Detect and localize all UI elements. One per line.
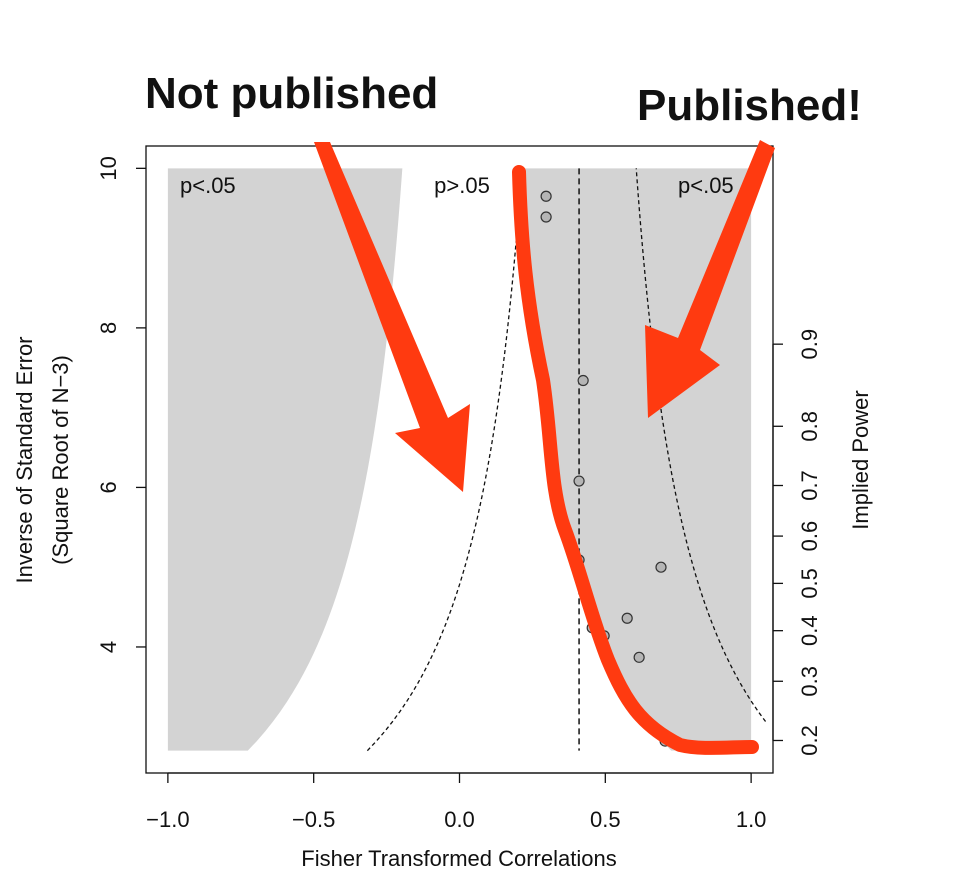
y2-tick-label: 0.4	[797, 615, 822, 646]
y2-tick-label: 0.3	[797, 666, 822, 697]
region-label: p<.05	[180, 173, 236, 198]
data-point	[540, 190, 552, 202]
y2-tick-label: 0.2	[797, 725, 822, 756]
annotation: Published!	[637, 81, 862, 130]
annotation: Not published	[145, 69, 438, 118]
y2-tick-label: 0.5	[797, 568, 822, 599]
data-point	[573, 475, 585, 487]
y-tick-label: 6	[96, 481, 121, 493]
x-tick-label: 0.5	[590, 807, 621, 832]
funnel-line	[635, 168, 767, 722]
y-tick-label: 8	[96, 322, 121, 334]
significance-region	[167, 168, 403, 751]
data-point	[540, 211, 552, 223]
region-label: p<.05	[678, 173, 734, 198]
y-axis-title: (Square Root of N−3)	[48, 355, 73, 565]
plot-area: −1.0 −0.5 0.0 0.5 1.0 4 6 8 10 0.2 0.3 0.4 0.5 0.6 0.7…	[96, 145, 822, 832]
data-point	[577, 374, 589, 387]
y-tick-label: 4	[96, 641, 121, 653]
red-arrow	[645, 140, 775, 418]
y2-axis-title: Implied Power	[848, 390, 873, 529]
red-curve	[512, 165, 759, 755]
x-tick-label: −1.0	[146, 807, 189, 832]
y2-tick-label: 0.7	[797, 470, 822, 501]
y2-tick-label: 0.9	[797, 329, 822, 360]
x-tick-label: 0.0	[444, 807, 475, 832]
data-point	[633, 651, 645, 663]
x-tick-label: −0.5	[292, 807, 335, 832]
y-tick-label: 10	[96, 156, 121, 180]
y2-tick-label: 0.6	[797, 521, 822, 552]
annotation-overlay: Not published Published!	[141, 65, 866, 755]
data-point	[655, 561, 667, 573]
x-axis-title: Fisher Transformed Correlations	[301, 846, 616, 871]
red-arrow	[314, 142, 470, 492]
data-point	[621, 612, 633, 624]
y2-tick-label: 0.8	[797, 411, 822, 442]
y-axis-title: Inverse of Standard Error	[12, 336, 37, 583]
x-tick-label: 1.0	[736, 807, 767, 832]
region-label: p>.05	[434, 173, 490, 198]
